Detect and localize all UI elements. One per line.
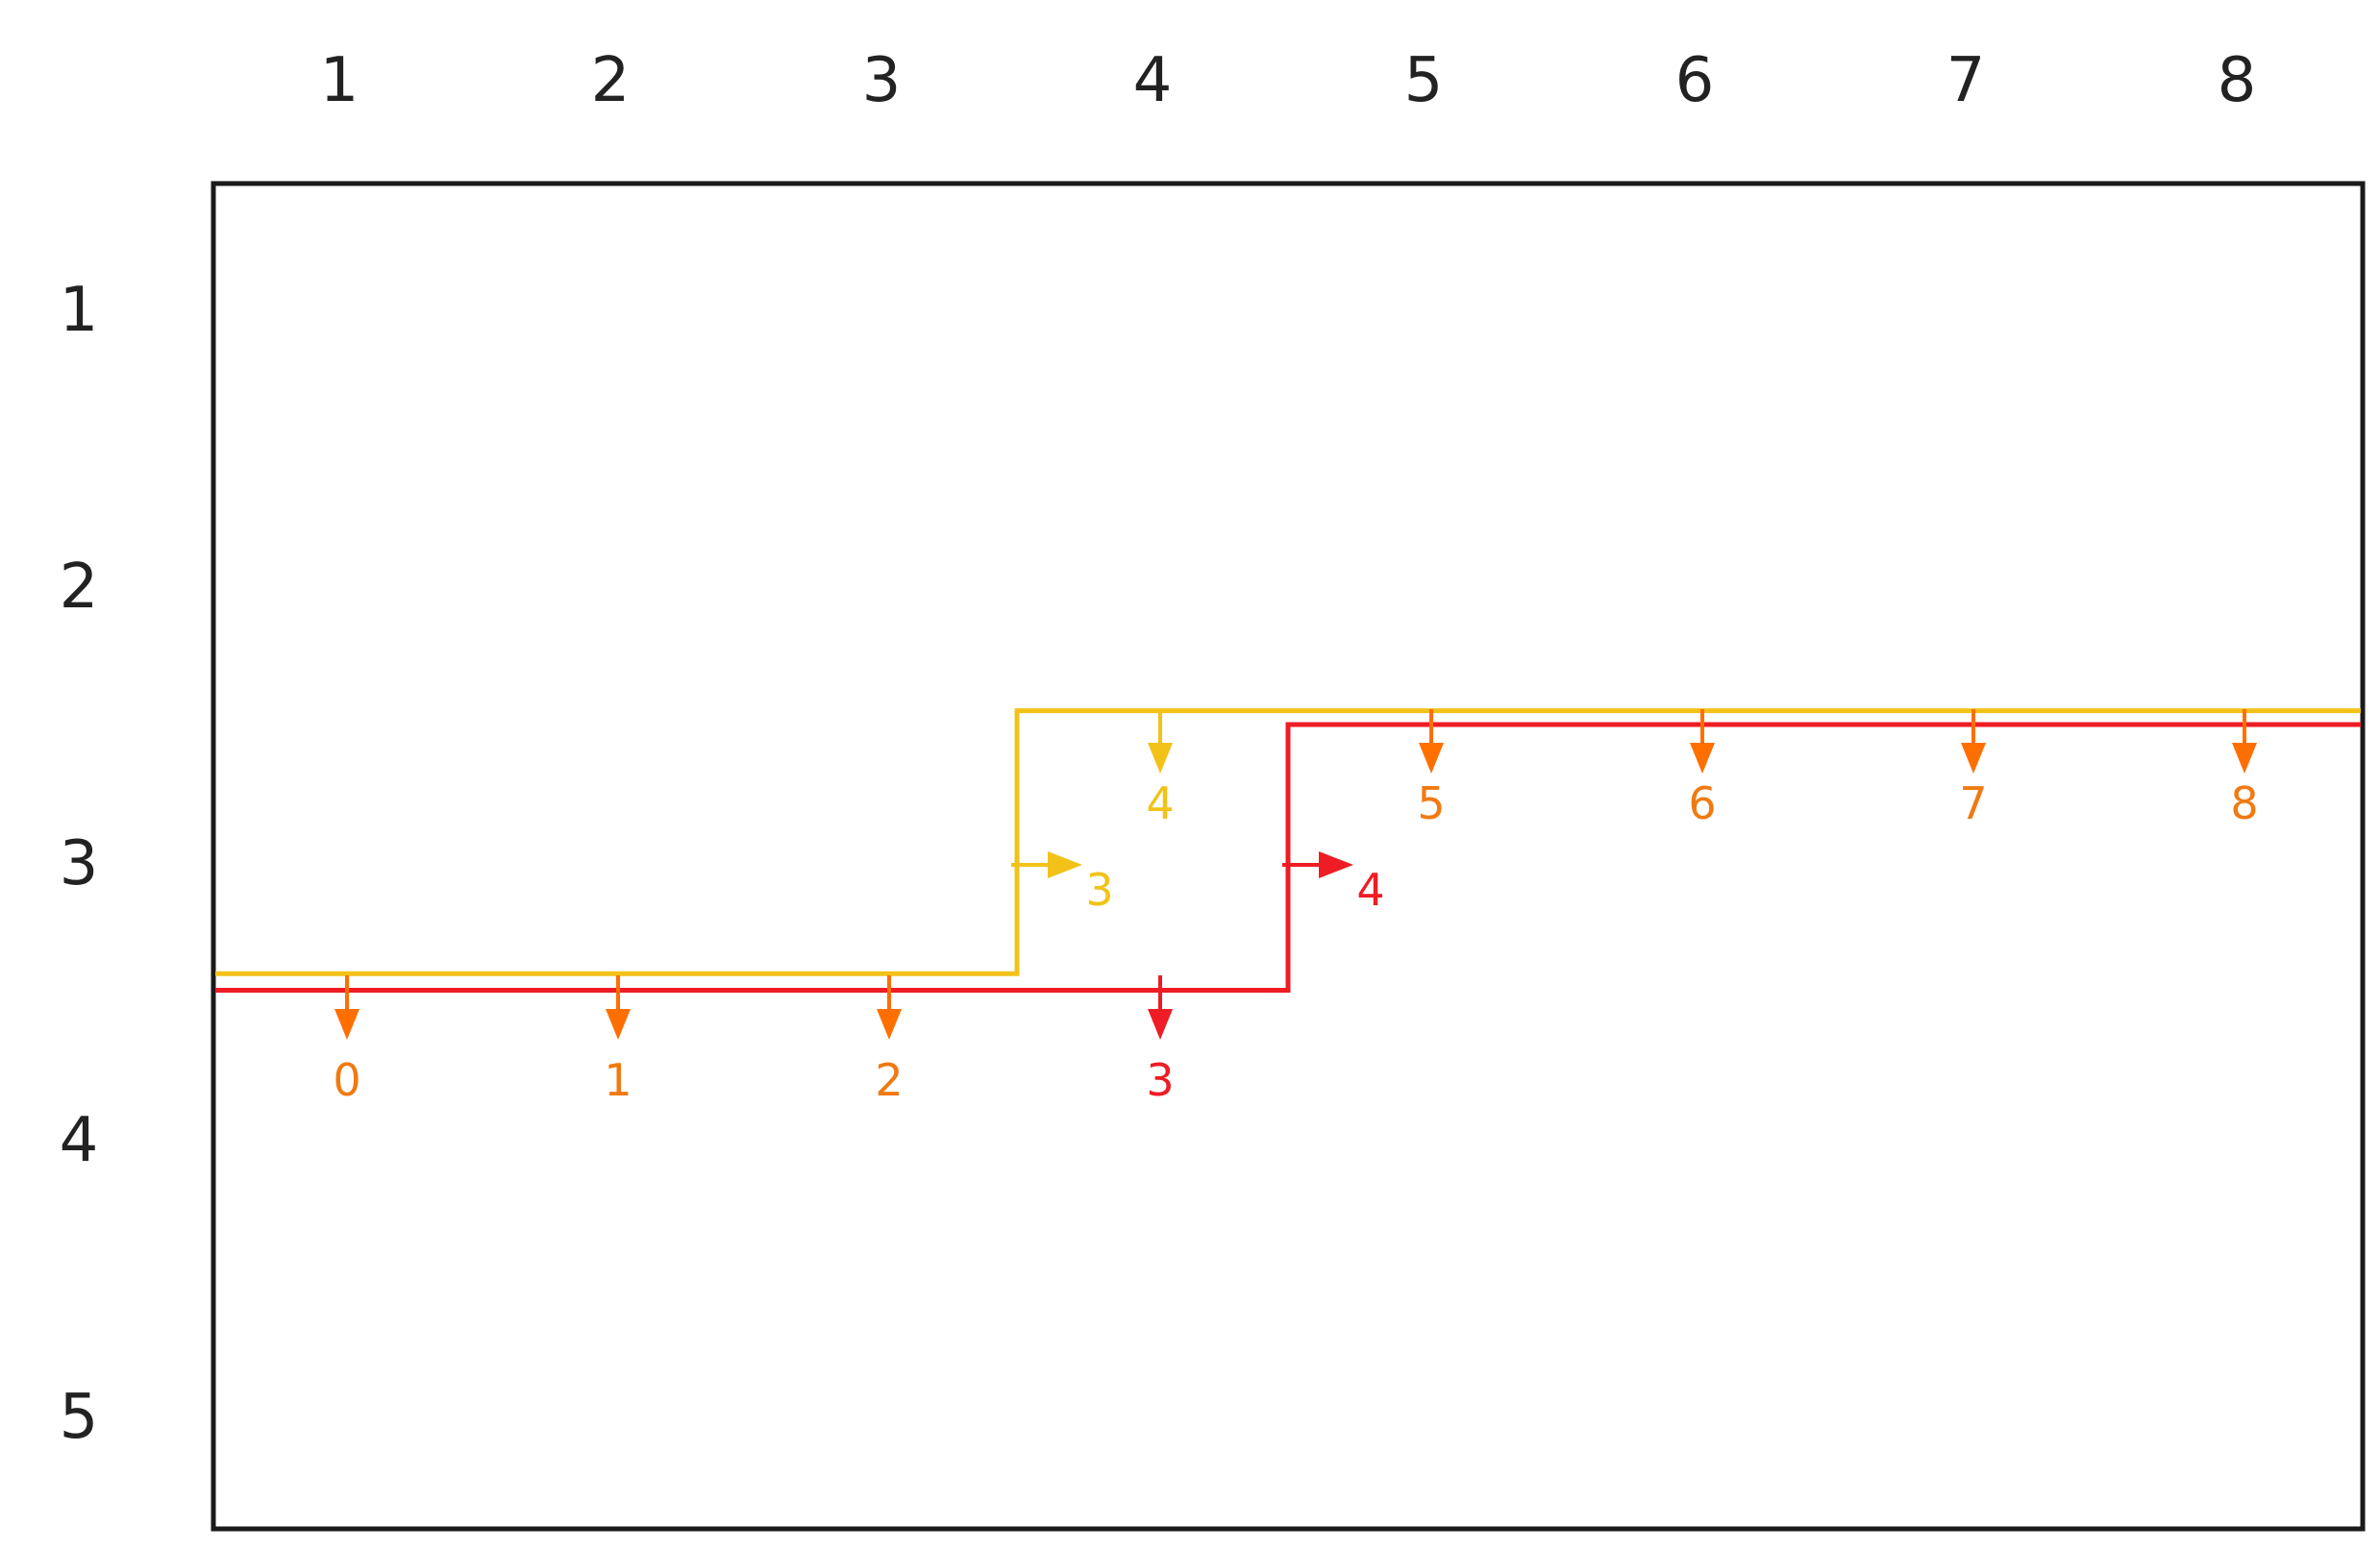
arrow-down-icon	[1419, 743, 1444, 774]
column-label-1: 1	[320, 45, 359, 116]
step-marker-6: 6	[1688, 709, 1717, 829]
step-number: 3	[1085, 864, 1113, 916]
row-label-2: 2	[60, 552, 99, 623]
column-label-7: 7	[1946, 45, 1986, 116]
step-number: 4	[1356, 864, 1384, 916]
step-marker-4: 4	[1146, 709, 1175, 829]
column-label-2: 2	[591, 45, 631, 116]
step-number: 3	[1146, 1054, 1174, 1106]
column-label-3: 3	[862, 45, 902, 116]
column-label-8: 8	[2218, 45, 2257, 116]
row-label-5: 5	[60, 1382, 99, 1453]
step-marker-3: 3	[1011, 851, 1114, 916]
step-marker-1: 1	[604, 975, 632, 1106]
step-marker-3: 3	[1146, 975, 1175, 1106]
yellow-step-path	[215, 708, 2361, 976]
row-label-1: 1	[60, 275, 99, 346]
arrow-down-icon	[877, 1009, 902, 1040]
arrow-right-icon	[1319, 851, 1353, 878]
step-marker-2: 2	[875, 975, 904, 1106]
step-marker-8: 8	[2230, 709, 2259, 829]
step-number: 7	[1959, 777, 1987, 829]
column-label-4: 4	[1133, 45, 1173, 116]
arrow-down-icon	[1961, 743, 1986, 774]
step-marker-4: 4	[1282, 851, 1385, 916]
step-number: 1	[604, 1054, 632, 1106]
step-number: 6	[1688, 777, 1716, 829]
row-labels: 1 2 3 4 5	[60, 275, 99, 1453]
arrow-down-icon	[2232, 743, 2257, 774]
arrow-down-icon	[1148, 743, 1173, 774]
column-label-6: 6	[1675, 45, 1715, 116]
arrow-down-icon	[1148, 1009, 1173, 1040]
step-number: 5	[1417, 777, 1445, 829]
step-marker-7: 7	[1959, 709, 1988, 829]
step-number: 2	[875, 1054, 903, 1106]
step-number: 8	[2230, 777, 2258, 829]
row-label-4: 4	[60, 1105, 99, 1176]
column-labels: 1 2 3 4 5 6 7 8	[320, 45, 2257, 116]
row-label-3: 3	[60, 828, 99, 899]
step-marker-0: 0	[333, 975, 361, 1106]
step-markers: 0 1 2 33 44 5 6 7 8	[333, 709, 2259, 1106]
column-label-5: 5	[1404, 45, 1444, 116]
step-number: 4	[1146, 777, 1174, 829]
red-step-path	[215, 722, 2361, 993]
grid-frame	[211, 181, 2366, 1532]
arrow-down-icon	[1690, 743, 1715, 774]
step-marker-5: 5	[1417, 709, 1446, 829]
arrow-down-icon	[606, 1009, 631, 1040]
step-number: 0	[333, 1054, 360, 1106]
arrow-right-icon	[1048, 851, 1082, 878]
step-paths	[215, 708, 2361, 993]
arrow-down-icon	[335, 1009, 359, 1040]
